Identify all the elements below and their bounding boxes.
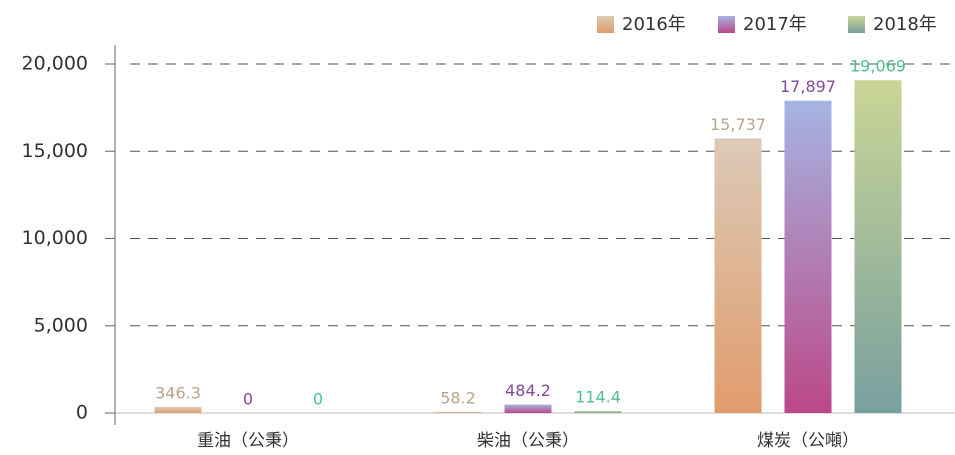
value-label: 19,069 <box>850 57 906 76</box>
y-tick-label: 5,000 <box>34 314 88 336</box>
value-label: 15,737 <box>710 115 766 134</box>
legend-label: 2016年 <box>622 14 686 35</box>
value-label: 484.2 <box>505 381 551 400</box>
value-label: 0 <box>243 390 253 409</box>
y-tick-label: 15,000 <box>22 140 88 162</box>
value-label: 0 <box>313 390 323 409</box>
value-label: 114.4 <box>575 388 621 407</box>
value-label: 58.2 <box>440 388 476 407</box>
legend-swatch <box>848 16 865 33</box>
x-tick-label: 煤炭（公噸） <box>757 431 859 451</box>
x-tick-label: 重油（公秉） <box>197 431 299 451</box>
bar <box>714 138 762 413</box>
y-tick-label: 0 <box>76 402 88 424</box>
legend-swatch <box>597 16 614 33</box>
value-label: 17,897 <box>780 77 836 96</box>
bar <box>504 404 552 413</box>
bar <box>154 406 202 413</box>
x-tick-label: 柴油（公秉） <box>477 431 579 451</box>
y-tick-label: 10,000 <box>22 227 88 249</box>
y-tick-label: 20,000 <box>22 53 88 75</box>
bar <box>434 411 482 413</box>
bar <box>854 80 902 414</box>
legend-label: 2018年 <box>873 14 937 35</box>
value-label: 346.3 <box>155 383 201 402</box>
legend-label: 2017年 <box>743 14 807 35</box>
bar <box>574 411 622 413</box>
bar <box>784 100 832 413</box>
legend-swatch <box>718 16 735 33</box>
